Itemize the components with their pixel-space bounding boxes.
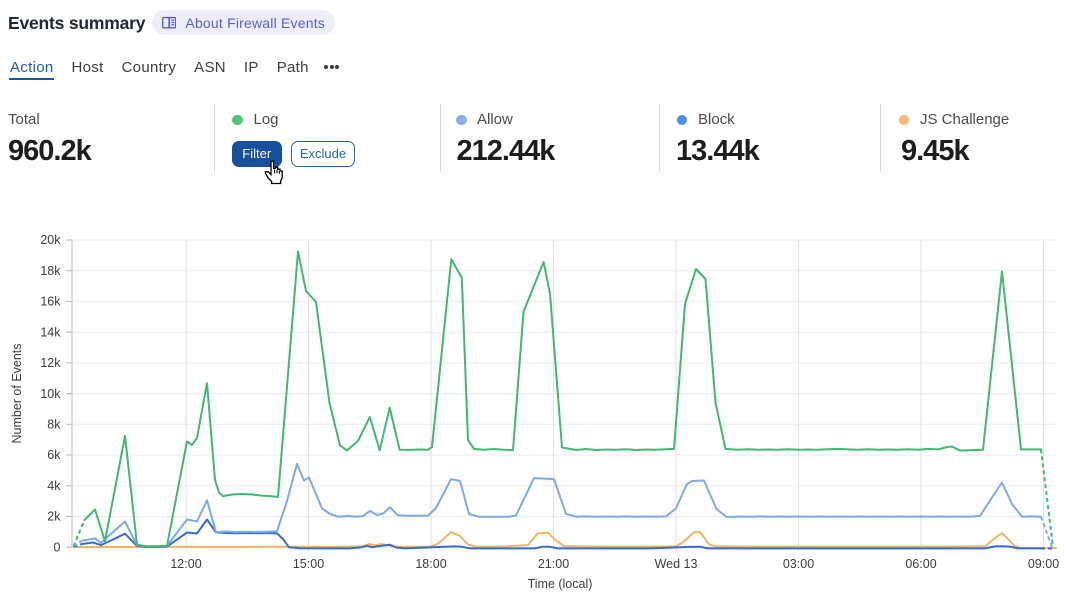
svg-text:16k: 16k [40,295,61,309]
svg-text:20k: 20k [40,233,61,247]
svg-text:09:00: 09:00 [1028,557,1059,571]
svg-text:0: 0 [54,540,61,554]
svg-text:21:00: 21:00 [538,557,569,571]
svg-text:18k: 18k [40,264,61,278]
svg-text:2k: 2k [47,510,61,524]
svg-text:10k: 10k [40,387,61,401]
svg-text:12k: 12k [40,356,61,370]
svg-text:06:00: 06:00 [905,557,936,571]
svg-text:Time (local): Time (local) [528,577,593,591]
svg-text:03:00: 03:00 [783,557,814,571]
svg-text:15:00: 15:00 [293,557,324,571]
svg-text:18:00: 18:00 [415,557,446,571]
svg-text:14k: 14k [40,325,61,339]
svg-text:Wed 13: Wed 13 [655,557,698,571]
svg-text:12:00: 12:00 [170,557,201,571]
svg-text:4k: 4k [47,479,61,493]
svg-text:8k: 8k [47,418,61,432]
svg-text:Number of Events: Number of Events [10,343,24,443]
svg-text:6k: 6k [47,448,61,462]
